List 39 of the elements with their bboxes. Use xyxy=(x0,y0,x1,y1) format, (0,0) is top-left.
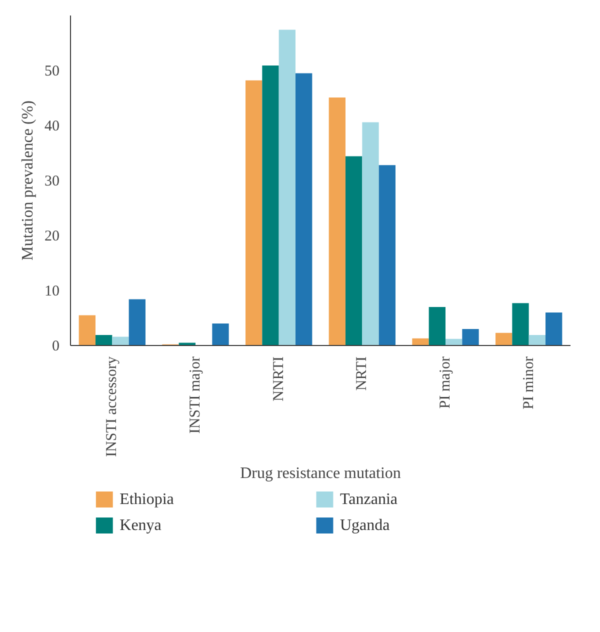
legend-label: Tanzania xyxy=(340,491,398,508)
bar xyxy=(112,336,129,346)
y-tick-label: 30 xyxy=(44,174,60,190)
bar xyxy=(512,303,529,346)
x-tick-label: PI minor xyxy=(520,356,537,410)
x-tick-label: INSTI major xyxy=(188,356,204,434)
legend-label: Ethiopia xyxy=(120,491,174,508)
bar xyxy=(378,165,396,346)
bar xyxy=(296,73,312,346)
y-axis-title: Mutation prevalence (%) xyxy=(20,100,36,260)
bar xyxy=(128,299,146,346)
bar xyxy=(446,338,462,346)
bar xyxy=(462,329,479,346)
bar xyxy=(346,156,362,346)
bar xyxy=(262,66,279,346)
bar xyxy=(246,80,262,346)
bar xyxy=(428,307,446,346)
x-tick-label: PI major xyxy=(438,356,454,409)
y-tick-label: 40 xyxy=(44,118,60,134)
y-tick-label: 20 xyxy=(44,228,60,244)
bar xyxy=(278,30,296,346)
bar xyxy=(212,324,229,346)
legend-label: Uganda xyxy=(340,517,390,534)
y-tick-label: 0 xyxy=(52,338,60,354)
x-tick-label: INSTI accessory xyxy=(104,356,120,457)
x-tick-label: NNRTI xyxy=(270,356,287,402)
bar xyxy=(362,122,379,346)
bar xyxy=(328,97,346,346)
y-tick-label: 50 xyxy=(44,64,60,80)
bar xyxy=(78,315,96,346)
bar xyxy=(528,335,546,346)
legend-label: Kenya xyxy=(120,517,162,534)
bar xyxy=(546,312,562,346)
x-axis-title: Drug resistance mutation xyxy=(240,464,401,482)
y-tick-label: 10 xyxy=(44,284,60,300)
x-tick-label: NRTI xyxy=(354,356,370,391)
bar xyxy=(96,335,112,346)
bar xyxy=(496,332,512,346)
bar xyxy=(412,338,429,346)
